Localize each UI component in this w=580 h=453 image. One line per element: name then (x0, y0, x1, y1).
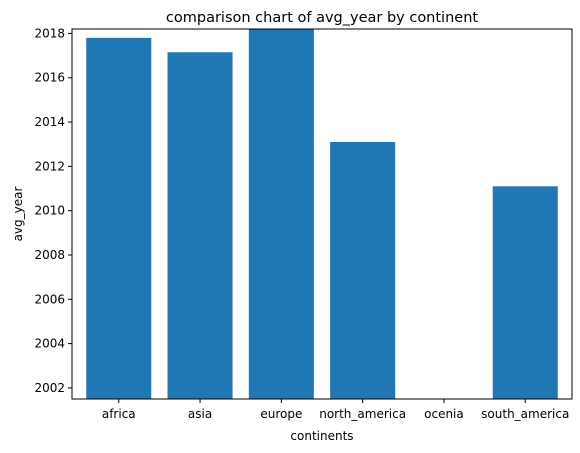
bar-north-america (330, 141, 396, 399)
bars-group (86, 29, 558, 399)
y-tick-label: 2018 (34, 26, 65, 40)
x-axis-label: continents (290, 429, 353, 443)
x-tick-label-ocenia: ocenia (424, 407, 464, 421)
y-tick-label: 2010 (34, 204, 65, 218)
bar-europe (248, 29, 314, 399)
x-tick-label-asia: asia (188, 407, 212, 421)
plot-frame (71, 28, 573, 400)
y-tick-label: 2012 (34, 159, 65, 173)
y-tick-label: 2002 (34, 381, 65, 395)
x-axis: africa asia europe north_america ocenia south… (102, 399, 569, 421)
x-tick-label-south-america: south_america (481, 407, 569, 421)
x-tick-label-north-america: north_america (319, 407, 406, 421)
y-tick-label: 2008 (34, 248, 65, 262)
plot-area: 2002 2004 2006 2008 2010 2012 2014 2016 2018 afr… (34, 26, 573, 421)
x-tick-label-europe: europe (260, 407, 302, 421)
x-tick-label-africa: africa (102, 407, 136, 421)
bar-asia (167, 52, 233, 399)
bar-africa (86, 37, 152, 399)
y-axis: 2002 2004 2006 2008 2010 2012 2014 2016 2018 (34, 26, 72, 395)
y-tick-label: 2014 (34, 115, 65, 129)
y-tick-label: 2016 (34, 71, 65, 85)
chart-title: comparison chart of avg_year by continen… (166, 10, 478, 26)
y-tick-label: 2004 (34, 337, 65, 351)
y-axis-label: avg_year (11, 187, 25, 242)
y-tick-label: 2006 (34, 292, 65, 306)
bar-south-america (492, 186, 558, 399)
